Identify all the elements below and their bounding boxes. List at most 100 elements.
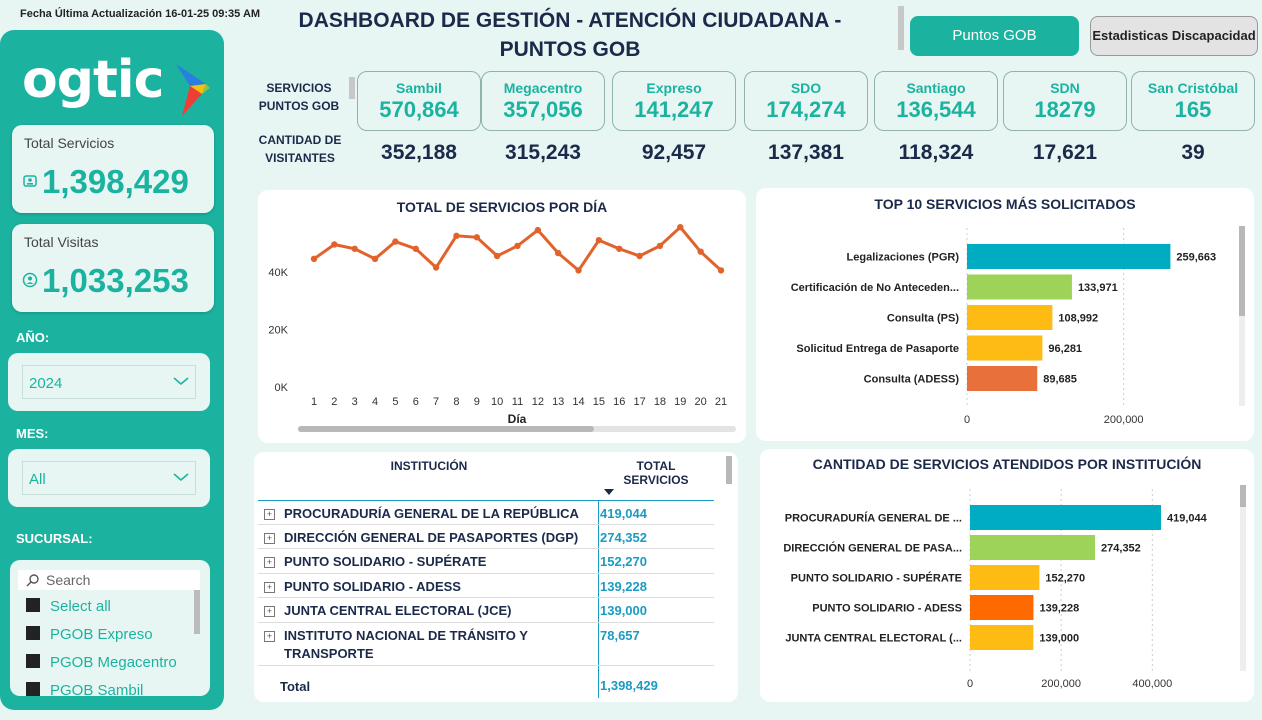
top-services-scrollbar[interactable] [1239,226,1245,316]
year-dropdown-card: 2024 [8,353,210,411]
checkbox [26,598,40,612]
y-tick-label: 40K [268,267,288,279]
branch-name: Megacentro [503,80,583,96]
slicer-option-label: PGOB Expreso [50,626,153,643]
data-label: 96,281 [1048,343,1082,355]
x-tick-label: 13 [552,396,564,408]
table-total-label: Total [280,679,311,694]
data-label: 139,228 [1039,603,1079,615]
chevron-down-icon [173,377,189,386]
slicer-option-select-all[interactable]: Select all [26,598,111,615]
expand-plus-icon[interactable]: + [264,631,275,642]
table-row-institution: PROCURADURÍA GENERAL DE LA REPÚBLICA [284,506,579,521]
branch-label: SUCURSAL: [16,531,93,546]
table-row[interactable]: + JUNTA CENTRAL ELECTORAL (JCE) 139,000 [258,598,714,623]
top-services-title: TOP 10 SERVICIOS MÁS SOLICITADOS [874,196,1136,212]
expand-plus-icon[interactable]: + [264,557,275,568]
expand-plus-icon[interactable]: + [264,606,275,617]
data-label: 133,971 [1078,282,1118,294]
month-label: MES: [16,426,49,441]
branch-visitors-value: 39 [1181,141,1205,164]
branch-services-value: 357,056 [503,97,583,122]
table-row[interactable]: + PROCURADURÍA GENERAL DE LA REPÚBLICA 419… [258,501,714,525]
bar [970,505,1161,530]
data-point [432,264,440,271]
table-row[interactable]: + DIRECCIÓN GENERAL DE PASAPORTES (DGP) 27… [258,525,714,549]
branch-card: Sambil 570,864 [357,71,481,131]
expand-plus-icon[interactable]: + [264,533,275,544]
x-tick-label: 3 [352,396,358,408]
services-by-institution-panel: CANTIDAD DE SERVICIOS ATENDIDOS POR INST… [760,449,1254,702]
bar [967,244,1171,269]
slicer-scrollbar[interactable] [194,590,200,634]
top-services-panel: TOP 10 SERVICIOS MÁS SOLICITADOS 0 200,00… [756,188,1254,441]
data-point [453,232,460,240]
branch-name: Santiago [906,80,966,96]
branch-search-input[interactable]: Search [18,570,200,590]
bar [967,274,1072,300]
branch-visitors-value: 352,188 [381,141,457,164]
category-label: Consulta (PS) [887,313,959,325]
logo-text: ogtic [22,50,164,110]
branch-card: SDO 174,274 [744,71,868,131]
institution-chart-scrollbar[interactable] [1240,485,1246,507]
table-row-institution: JUNTA CENTRAL ELECTORAL (JCE) [284,603,512,618]
x-tick-label: 200,000 [1041,678,1081,690]
month-dropdown[interactable]: All [22,461,196,495]
x-tick-label: 11 [512,396,523,408]
table-header-total[interactable]: TOTAL SERVICIOS [610,459,702,487]
slicer-option-megacentro[interactable]: PGOB Megacentro [26,654,177,671]
bar [967,335,1043,361]
y-tick-label: 20K [268,324,288,336]
table-row[interactable]: + PUNTO SOLIDARIO - ADESS 139,228 [258,574,714,598]
expand-plus-icon[interactable]: + [264,509,275,520]
table-column-divider [598,500,599,698]
year-dropdown[interactable]: 2024 [22,365,196,399]
checkbox [26,654,40,668]
branch-slicer: Search Select all PGOB Expreso PGOB Mega… [10,560,210,696]
x-tick-label: 19 [674,396,686,408]
page-title: DASHBOARD DE GESTIÓN - ATENCIÓN CIUDADAN… [270,6,870,64]
x-tick-label: 17 [633,396,645,408]
x-tick-label: 400,000 [1132,678,1172,690]
bar [970,625,1034,650]
x-tick-label: 18 [654,396,666,408]
branch-services-value: 141,247 [634,97,714,122]
table-row-institution: PUNTO SOLIDARIO - ADESS [284,579,461,594]
x-tick-label: 0 [964,414,970,426]
expand-plus-icon[interactable]: + [264,582,275,593]
slicer-option-sambil[interactable]: PGOB Sambil [26,682,143,696]
x-tick-label: 12 [532,396,544,408]
table-scrollbar[interactable] [726,456,732,484]
line-chart-scrollbar[interactable] [298,426,594,432]
x-tick-label: 1 [311,396,317,408]
data-point [677,223,684,231]
branch-name: SDO [790,80,822,96]
table-row[interactable]: + PUNTO SOLIDARIO - SUPÉRATE 152,270 [258,549,714,574]
id-card-icon [23,175,37,187]
branch-card: Expreso 141,247 [612,71,736,131]
slicer-option-expreso[interactable]: PGOB Expreso [26,626,153,643]
table-row-institution: PUNTO SOLIDARIO - SUPÉRATE [284,554,487,569]
branch-name: San Cristóbal [1147,80,1239,96]
table-row[interactable]: + INSTITUTO NACIONAL DE TRÁNSITO Y TRANSP… [258,623,714,666]
chevron-down-icon [173,473,189,482]
estadisticas-discapacidad-button[interactable]: Estadisticas Discapacidad [1090,16,1258,56]
bar [967,366,1038,391]
data-point [595,236,603,244]
data-label: 152,270 [1045,573,1085,585]
top-services-chart: 0 200,000 Legalizaciones (PGR) 259,663 Certi… [791,228,1216,426]
table-row-value: 139,228 [600,579,647,594]
services-row-label: SERVICIOS PUNTOS GOB [252,79,346,115]
branch-services-value: 18279 [1034,97,1096,122]
x-tick-label: 7 [433,396,439,408]
x-tick-label: 10 [491,396,503,408]
x-tick-label: 4 [372,396,378,408]
services-row-label-line2: PUNTOS GOB [258,99,340,113]
branch-visitors-value: 17,621 [1032,141,1098,164]
data-point [412,245,419,252]
header-divider [898,6,904,50]
puntos-gob-button[interactable]: Puntos GOB [910,16,1079,56]
table-header-institution[interactable]: INSTITUCIÓN [390,459,468,473]
services-row-label-line1: SERVICIOS [266,81,332,95]
